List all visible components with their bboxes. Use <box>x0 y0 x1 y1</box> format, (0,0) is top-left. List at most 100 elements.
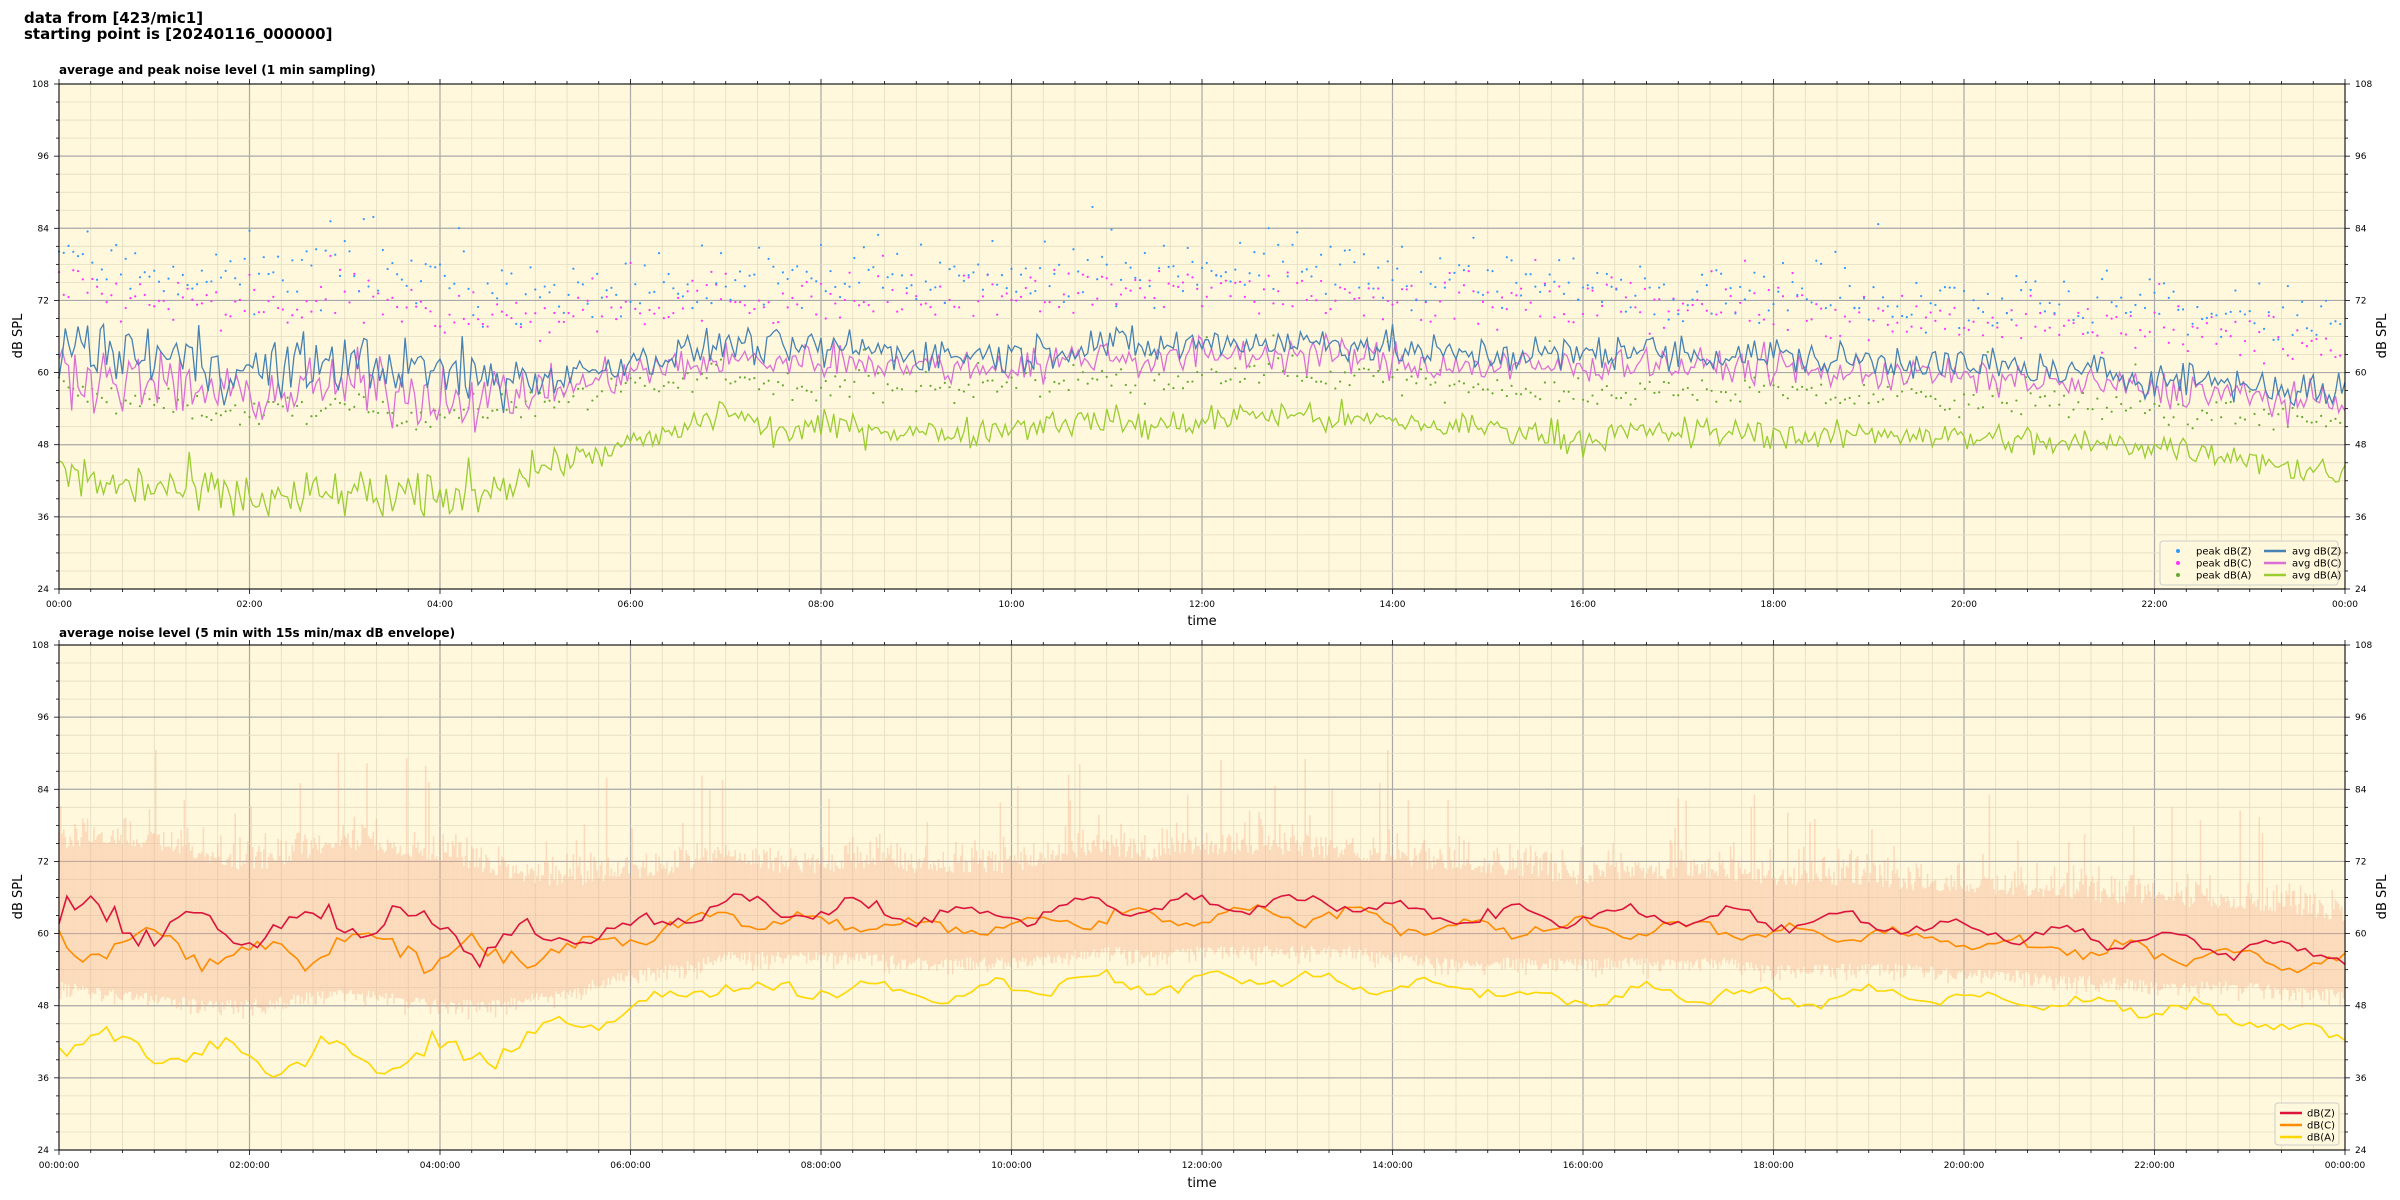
peak-point <box>1839 296 1842 299</box>
x-tick-label: 14:00 <box>1380 600 1406 610</box>
peak-point <box>743 285 746 288</box>
peak-point <box>205 293 208 297</box>
peak-point <box>1105 263 1108 266</box>
peak-point <box>1048 284 1051 288</box>
peak-point <box>400 278 403 281</box>
peak-point <box>2258 331 2261 334</box>
peak-point <box>1620 396 1623 400</box>
peak-point <box>1696 298 1699 302</box>
peak-point <box>2029 294 2032 297</box>
peak-point <box>2024 312 2028 316</box>
peak-point <box>286 290 289 293</box>
peak-point <box>1915 281 1918 285</box>
peak-point <box>862 348 865 351</box>
peak-point <box>1210 286 1213 289</box>
peak-point <box>1234 367 1237 370</box>
peak-point <box>1581 286 1585 289</box>
peak-point <box>796 265 799 268</box>
peak-point <box>1358 286 1361 289</box>
peak-point <box>1062 379 1065 382</box>
peak-point <box>553 311 556 315</box>
peak-point <box>162 406 165 410</box>
peak-point <box>2186 423 2189 426</box>
peak-point <box>891 288 894 292</box>
peak-point <box>81 385 84 388</box>
peak-point <box>1481 300 1485 303</box>
peak-point <box>110 294 113 297</box>
peak-point <box>815 399 818 402</box>
peak-point <box>424 421 427 424</box>
peak-point <box>2281 347 2285 351</box>
peak-point <box>1648 286 1651 289</box>
x-tick-label: 00:00 <box>46 600 72 610</box>
peak-point <box>1662 380 1666 384</box>
peak-point <box>1434 381 1437 384</box>
peak-point <box>1943 327 1947 330</box>
peak-point <box>124 399 127 402</box>
peak-point <box>477 305 480 309</box>
peak-point <box>1391 376 1394 379</box>
peak-point <box>1405 285 1408 288</box>
peak-point <box>538 339 542 342</box>
peak-point <box>1820 262 1823 265</box>
peak-point <box>1772 384 1775 387</box>
peak-point <box>1877 400 1880 403</box>
peak-point <box>629 261 632 265</box>
peak-point <box>515 406 518 409</box>
peak-point <box>324 249 327 252</box>
peak-point <box>2015 324 2018 327</box>
peak-point <box>67 386 70 389</box>
peak-point <box>338 268 342 271</box>
peak-point <box>1948 286 1951 289</box>
peak-point <box>376 411 380 415</box>
peak-point <box>738 270 742 273</box>
peak-point <box>1848 284 1851 288</box>
source-label: data from [423/mic1] <box>24 9 204 27</box>
peak-point <box>1372 374 1375 378</box>
peak-point <box>1239 380 1242 383</box>
peak-point <box>938 261 942 264</box>
peak-point <box>2134 363 2137 366</box>
y-tick-label: 24 <box>38 1146 50 1156</box>
peak-point <box>2081 332 2085 336</box>
peak-point <box>1705 388 1708 391</box>
peak-point <box>410 288 413 291</box>
peak-point <box>457 294 461 297</box>
peak-point <box>1777 385 1780 389</box>
peak-point <box>829 394 832 397</box>
y-tick-label: 60 <box>38 369 50 379</box>
y-tick-label-right: 24 <box>2355 1146 2367 1156</box>
peak-point <box>867 374 870 377</box>
peak-point <box>1791 280 1794 284</box>
peak-point <box>405 306 408 309</box>
peak-point <box>1053 268 1056 272</box>
y-tick-label-right: 84 <box>2355 224 2367 234</box>
peak-point <box>219 276 223 279</box>
peak-point <box>2310 329 2313 332</box>
peak-point <box>2339 421 2342 424</box>
peak-point <box>2053 312 2056 315</box>
peak-point <box>2010 318 2013 321</box>
peak-point <box>2096 397 2099 400</box>
peak-point <box>2301 300 2304 303</box>
peak-point <box>781 271 785 274</box>
peak-point <box>529 391 532 394</box>
peak-point <box>2096 296 2099 299</box>
peak-point <box>815 280 818 283</box>
peak-point <box>1191 260 1194 263</box>
peak-point <box>334 397 337 400</box>
peak-point <box>67 244 70 247</box>
peak-point <box>2153 402 2156 406</box>
peak-point <box>557 305 561 308</box>
peak-point <box>919 384 923 388</box>
peak-point <box>1886 385 1889 389</box>
peak-point <box>638 376 642 380</box>
peak-point <box>1000 274 1004 277</box>
peak-point <box>1319 380 1323 383</box>
series-line-avgdbz <box>58 322 2346 413</box>
peak-point <box>410 259 413 262</box>
peak-point <box>1015 386 1018 390</box>
peak-point <box>1791 385 1794 389</box>
peak-point <box>2001 335 2004 339</box>
peak-point <box>2139 293 2142 296</box>
